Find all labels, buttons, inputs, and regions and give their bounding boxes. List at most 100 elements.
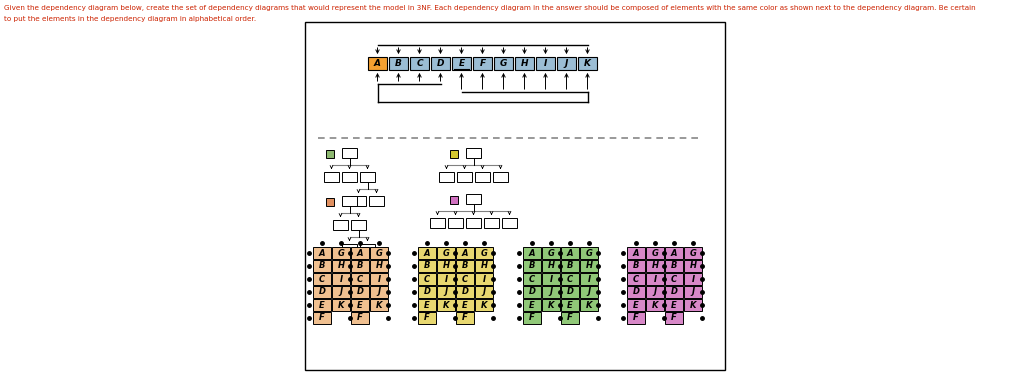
Bar bbox=[332, 273, 350, 285]
Bar bbox=[418, 260, 436, 272]
Text: A: A bbox=[566, 249, 573, 258]
Bar bbox=[475, 172, 490, 182]
Text: A: A bbox=[424, 249, 430, 258]
Text: G: G bbox=[651, 249, 658, 258]
Bar bbox=[430, 218, 445, 228]
Bar bbox=[326, 150, 334, 158]
Text: C: C bbox=[671, 274, 677, 284]
Bar bbox=[627, 299, 645, 311]
Bar bbox=[333, 220, 348, 230]
Text: B: B bbox=[356, 261, 364, 270]
Text: K: K bbox=[548, 300, 554, 309]
Text: J: J bbox=[565, 59, 568, 68]
Text: G: G bbox=[442, 249, 450, 258]
Text: A: A bbox=[356, 249, 364, 258]
Text: D: D bbox=[671, 288, 678, 297]
Bar bbox=[515, 57, 534, 70]
Bar bbox=[449, 218, 463, 228]
Text: J: J bbox=[339, 288, 343, 297]
Bar bbox=[456, 260, 474, 272]
Bar bbox=[665, 299, 683, 311]
Text: C: C bbox=[357, 274, 364, 284]
Bar bbox=[450, 196, 458, 204]
Bar bbox=[561, 312, 579, 324]
Bar bbox=[542, 260, 560, 272]
Text: Given the dependency diagram below, create the set of dependency diagrams that w: Given the dependency diagram below, crea… bbox=[4, 5, 976, 11]
Bar bbox=[580, 299, 598, 311]
Bar bbox=[370, 286, 388, 298]
Text: J: J bbox=[550, 288, 553, 297]
Text: I: I bbox=[653, 274, 656, 284]
Text: A: A bbox=[528, 249, 536, 258]
Bar bbox=[360, 172, 375, 182]
Text: J: J bbox=[653, 288, 656, 297]
Bar bbox=[450, 150, 458, 158]
Bar bbox=[342, 244, 357, 254]
Text: E: E bbox=[462, 300, 468, 309]
Text: E: E bbox=[671, 300, 677, 309]
Text: E: E bbox=[424, 300, 430, 309]
Bar bbox=[418, 286, 436, 298]
Text: K: K bbox=[338, 300, 344, 309]
Text: F: F bbox=[633, 314, 639, 322]
Bar bbox=[557, 57, 575, 70]
Text: K: K bbox=[584, 59, 591, 68]
Text: I: I bbox=[482, 274, 485, 284]
Bar bbox=[456, 286, 474, 298]
Text: I: I bbox=[550, 274, 553, 284]
Bar bbox=[484, 218, 499, 228]
Bar bbox=[370, 273, 388, 285]
Bar bbox=[475, 260, 493, 272]
Text: H: H bbox=[376, 261, 383, 270]
Text: A: A bbox=[318, 249, 326, 258]
Text: E: E bbox=[319, 300, 325, 309]
Text: A: A bbox=[462, 249, 468, 258]
Bar bbox=[332, 260, 350, 272]
Text: G: G bbox=[480, 249, 487, 258]
Text: K: K bbox=[586, 300, 592, 309]
Bar bbox=[523, 286, 541, 298]
Text: D: D bbox=[633, 288, 640, 297]
Bar bbox=[369, 196, 384, 206]
Bar bbox=[418, 299, 436, 311]
Text: B: B bbox=[567, 261, 573, 270]
Bar bbox=[523, 273, 541, 285]
Bar bbox=[542, 247, 560, 259]
Text: B: B bbox=[633, 261, 639, 270]
Text: K: K bbox=[376, 300, 382, 309]
Text: E: E bbox=[357, 300, 362, 309]
Bar bbox=[370, 260, 388, 272]
Text: D: D bbox=[462, 288, 469, 297]
Bar bbox=[437, 299, 455, 311]
Text: D: D bbox=[424, 288, 430, 297]
Text: G: G bbox=[338, 249, 344, 258]
Bar bbox=[456, 299, 474, 311]
Text: I: I bbox=[544, 59, 547, 68]
Bar bbox=[437, 260, 455, 272]
Text: E: E bbox=[633, 300, 639, 309]
Bar bbox=[475, 299, 493, 311]
Bar bbox=[418, 312, 436, 324]
Text: H: H bbox=[442, 261, 450, 270]
Bar bbox=[580, 260, 598, 272]
Text: I: I bbox=[378, 274, 381, 284]
Bar bbox=[368, 57, 387, 70]
Text: A: A bbox=[671, 249, 677, 258]
Bar bbox=[313, 299, 331, 311]
Bar bbox=[418, 247, 436, 259]
Bar bbox=[561, 299, 579, 311]
Bar bbox=[561, 247, 579, 259]
Text: C: C bbox=[318, 274, 325, 284]
Text: G: G bbox=[586, 249, 593, 258]
Text: A: A bbox=[374, 59, 381, 68]
Text: A: A bbox=[633, 249, 639, 258]
Text: B: B bbox=[424, 261, 430, 270]
Text: to put the elements in the dependency diagram in alphabetical order.: to put the elements in the dependency di… bbox=[4, 16, 256, 22]
Bar bbox=[523, 312, 541, 324]
Bar bbox=[418, 273, 436, 285]
Bar bbox=[646, 273, 664, 285]
Bar bbox=[351, 247, 369, 259]
Bar bbox=[502, 218, 517, 228]
Text: F: F bbox=[424, 314, 430, 322]
Bar bbox=[351, 220, 366, 230]
